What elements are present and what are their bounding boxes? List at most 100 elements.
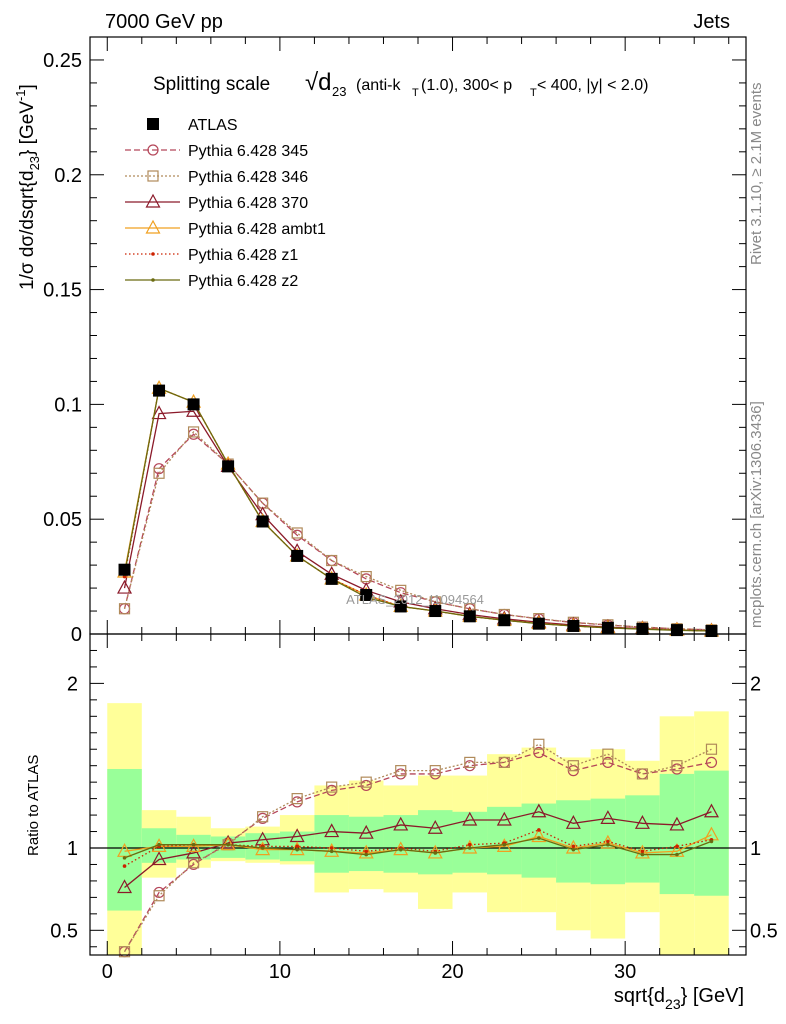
main-title-sub-t2: T	[530, 87, 537, 99]
y-tick-label-right: 0.5	[750, 920, 778, 942]
legend-label: Pythia 6.428 z2	[188, 273, 298, 290]
data-point	[364, 852, 369, 857]
data-point	[295, 847, 299, 852]
band-inner-bin	[418, 810, 453, 875]
y-tick-label-right: 1	[750, 838, 761, 860]
data-point	[395, 765, 407, 777]
data-point	[358, 824, 374, 839]
data-point	[117, 879, 133, 894]
data-point	[157, 842, 161, 847]
ratio-panel-series	[117, 738, 719, 958]
legend-marker	[145, 193, 161, 208]
data-point	[606, 839, 610, 844]
data-point	[462, 811, 478, 826]
header-left: 7000 GeV pp	[105, 11, 223, 33]
data-point	[153, 890, 165, 902]
data-point	[360, 570, 372, 583]
y-tick-label: 0.25	[43, 50, 82, 72]
legend-label: Pythia 6.428 370	[188, 195, 308, 212]
x-tick-label: 0	[102, 961, 113, 983]
band-inner-bin	[107, 768, 142, 911]
data-point	[289, 841, 305, 856]
legend-label: ATLAS	[188, 117, 238, 134]
main-title-rest3: < 400, |y| < 2.0)	[537, 77, 649, 94]
legend-label: Pythia 6.428 345	[188, 143, 308, 160]
data-point	[606, 842, 610, 847]
y-tick-label: 2	[67, 673, 78, 695]
data-point	[636, 768, 649, 780]
ratio-uncertainty-bands	[90, 703, 746, 955]
data-point	[571, 847, 576, 852]
data-point	[636, 622, 649, 635]
data-point	[151, 851, 167, 866]
legend-marker	[147, 170, 159, 182]
band-inner-bin	[659, 773, 695, 895]
data-point	[462, 839, 478, 854]
series-atlas	[118, 384, 718, 638]
data-point	[153, 467, 165, 479]
series-line	[124, 837, 712, 859]
data-point	[326, 554, 338, 567]
data-point	[220, 836, 236, 851]
data-point	[398, 847, 403, 852]
data-point	[634, 815, 650, 829]
legend-entry: Pythia 6.428 345	[125, 143, 308, 160]
data-point	[565, 815, 581, 829]
data-point	[502, 842, 507, 847]
legend-entry: Pythia 6.428 z1	[125, 247, 298, 264]
legend-entry: Pythia 6.428 ambt1	[125, 219, 326, 238]
data-point	[151, 405, 167, 420]
band-inner-bin	[694, 770, 729, 896]
legend-marker	[147, 118, 159, 130]
data-point	[567, 760, 579, 772]
data-point	[360, 588, 373, 601]
data-point	[324, 823, 340, 838]
ratio-y-axis-label: Ratio to ATLAS	[25, 755, 42, 856]
data-point	[117, 579, 133, 594]
data-point	[256, 515, 269, 528]
data-point	[429, 765, 441, 777]
data-point	[531, 828, 547, 843]
data-point	[118, 603, 131, 615]
data-point	[565, 839, 581, 854]
data-point	[122, 864, 127, 868]
data-point	[496, 811, 512, 826]
data-point	[671, 760, 683, 772]
data-point	[675, 852, 679, 857]
data-point	[537, 828, 541, 832]
data-point	[364, 849, 369, 854]
data-point	[705, 743, 718, 755]
data-point	[291, 527, 303, 539]
legend-label: Pythia 6.428 z1	[188, 247, 298, 264]
data-point	[226, 842, 230, 847]
data-point	[464, 756, 476, 769]
data-point	[187, 426, 200, 438]
data-point	[222, 460, 235, 473]
mcplots-label: mcplots.cern.ch [arXiv:1306.3436]	[748, 401, 765, 628]
y-tick-label: 1	[67, 838, 78, 860]
watermark: ATLAS_2012_I1094564	[346, 592, 484, 607]
data-point	[191, 842, 196, 847]
band-inner-bin	[348, 816, 384, 872]
data-point	[675, 844, 679, 849]
legend-marker	[151, 252, 155, 256]
data-point	[669, 816, 685, 831]
x-tick-label: 20	[441, 961, 463, 983]
data-point	[670, 624, 683, 637]
data-point	[705, 756, 718, 769]
data-point	[567, 619, 580, 632]
data-point	[703, 803, 719, 818]
data-point	[393, 816, 409, 831]
main-panel-series	[117, 380, 719, 638]
data-point	[709, 839, 714, 844]
data-point	[640, 849, 645, 854]
data-point	[326, 781, 338, 793]
data-point	[433, 851, 438, 855]
data-point	[601, 621, 614, 634]
data-point	[640, 852, 645, 857]
data-point	[291, 549, 304, 562]
series-pythia-6-428-z2	[122, 836, 714, 860]
data-point	[118, 563, 131, 576]
data-point	[295, 844, 299, 849]
